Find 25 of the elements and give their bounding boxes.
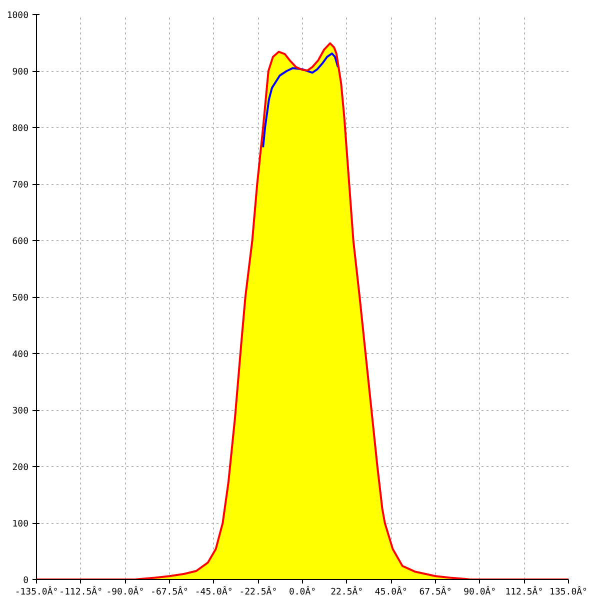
x-tick-label: 45.0Â° (374, 586, 408, 598)
x-tick-label: 67.5Â° (419, 586, 452, 598)
y-tick-label: 500 (12, 294, 29, 304)
y-tick-label: 700 (12, 180, 29, 190)
line-series (262, 52, 339, 148)
y-tick-label: 0 (23, 576, 29, 586)
x-tick-label: 135.0Â° (550, 586, 588, 598)
y-tick-label: 300 (12, 406, 29, 416)
x-tick-label: 112.5Â° (505, 586, 544, 598)
x-tick-label: -112.5Â° (59, 586, 103, 598)
y-tick-label: 600 (12, 237, 29, 247)
x-tick-label: 90.0Â° (464, 586, 496, 598)
y-tick-label: 400 (12, 350, 29, 360)
x-tick-label: -135.0Â° (14, 586, 58, 598)
x-tick-label: 22.5Â° (330, 586, 364, 598)
y-tick-label: 100 (12, 520, 29, 530)
x-tick-label: 0.0Â° (288, 586, 316, 598)
x-tick-label: -22.5Â° (239, 586, 278, 598)
y-tick-label: 900 (12, 68, 29, 78)
y-tick-label: 1000 (6, 11, 29, 21)
x-tick-label: -45.0Â° (194, 586, 233, 598)
x-tick-label: -67.5Â° (150, 586, 188, 598)
x-tick-label: -90.0Â° (106, 586, 144, 598)
y-tick-label: 800 (12, 124, 29, 134)
y-tick-label: 200 (12, 463, 29, 473)
